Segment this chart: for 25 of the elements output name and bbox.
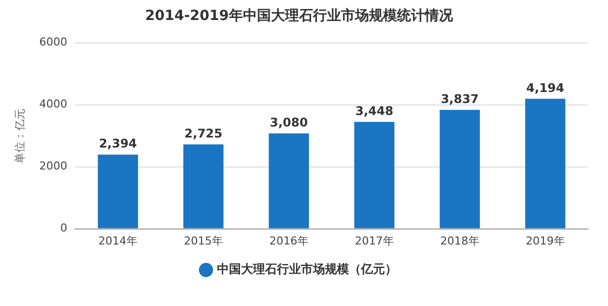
x-tick-label: 2018年 xyxy=(440,234,480,248)
y-tick-label: 0 xyxy=(60,222,68,235)
bar xyxy=(440,110,480,228)
x-tick-label: 2017年 xyxy=(354,234,394,248)
text: 4,194 xyxy=(526,80,564,95)
x-tick-label: 2015年 xyxy=(184,234,223,248)
y-tick-label: 2000 xyxy=(39,160,68,173)
text: 3,837 xyxy=(440,92,479,106)
x-tick-label: 2014年 xyxy=(98,234,138,248)
bar xyxy=(98,154,138,228)
bar xyxy=(268,133,309,228)
legend-label: 中国大理石行业市场规模（亿元） xyxy=(217,262,397,276)
text: 3,080 xyxy=(270,115,308,130)
y-axis-title: 单位：亿元 xyxy=(13,108,26,164)
x-tick-label: 2016年 xyxy=(269,234,308,248)
text: 3,448 xyxy=(355,104,394,118)
bar xyxy=(525,98,566,228)
text: 2,394 xyxy=(98,136,137,151)
x-tick-label: 2019年 xyxy=(526,234,565,248)
bar xyxy=(354,122,394,228)
y-tick-label: 4000 xyxy=(39,98,68,111)
y-tick-label: 6000 xyxy=(39,36,68,49)
text: 2,725 xyxy=(184,126,222,140)
chart-title: 2014-2019年中国大理石行业市场规模统计情况 xyxy=(145,7,454,24)
bar xyxy=(183,144,224,228)
